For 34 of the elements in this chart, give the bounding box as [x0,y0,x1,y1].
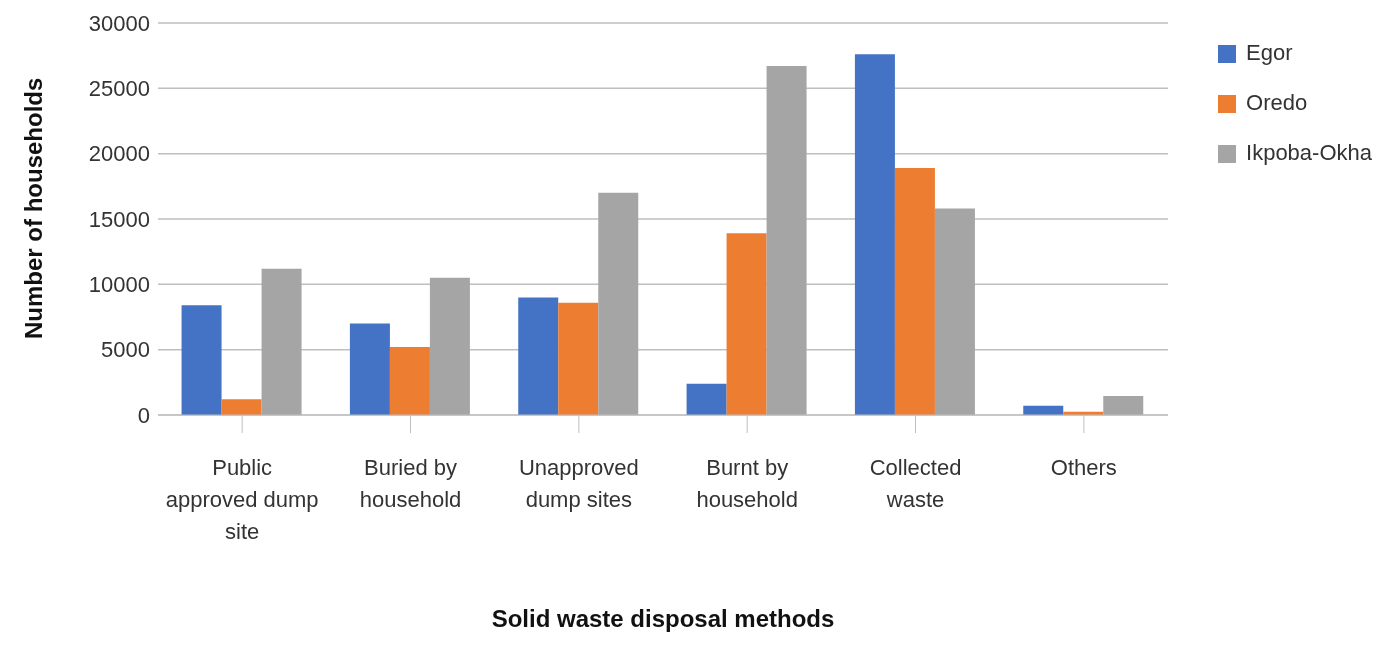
x-tick-label: Others [1050,455,1117,480]
bar [389,347,430,415]
bar [518,297,559,415]
bar [686,383,727,415]
legend-label: Ikpoba-Okha [1246,140,1372,165]
bar [1103,396,1144,415]
x-tick-label: Buried by household [359,455,462,512]
x-tick-label: Unapproved dump sites [518,455,639,512]
y-axis-title: Number of households [19,77,47,339]
bar [261,268,302,415]
bar [598,192,639,415]
x-tick-label: Burnt by household [696,455,798,512]
bar [854,54,895,415]
bar [766,66,807,415]
bar [558,302,599,415]
bar [726,233,767,415]
bar [181,305,222,415]
x-tick-label: Collected waste [869,455,962,512]
y-tick-label: 15000 [88,206,150,232]
x-axis-title: Solid waste disposal methods [491,605,835,632]
y-tick-label: 25000 [88,76,150,102]
legend-label: Egor [1246,40,1293,65]
bar [429,277,470,415]
x-tick-label: Public approved dump site [165,455,319,544]
y-tick-label: 5000 [101,337,150,363]
bar [349,323,390,415]
bar [934,208,975,415]
y-tick-label: 10000 [88,272,150,298]
y-tick-label: 30000 [88,10,150,36]
y-tick-label: 20000 [88,141,150,167]
y-tick-label: 0 [137,402,150,428]
bar [221,399,262,415]
legend-label: Oredo [1246,90,1308,115]
bar [894,168,935,415]
